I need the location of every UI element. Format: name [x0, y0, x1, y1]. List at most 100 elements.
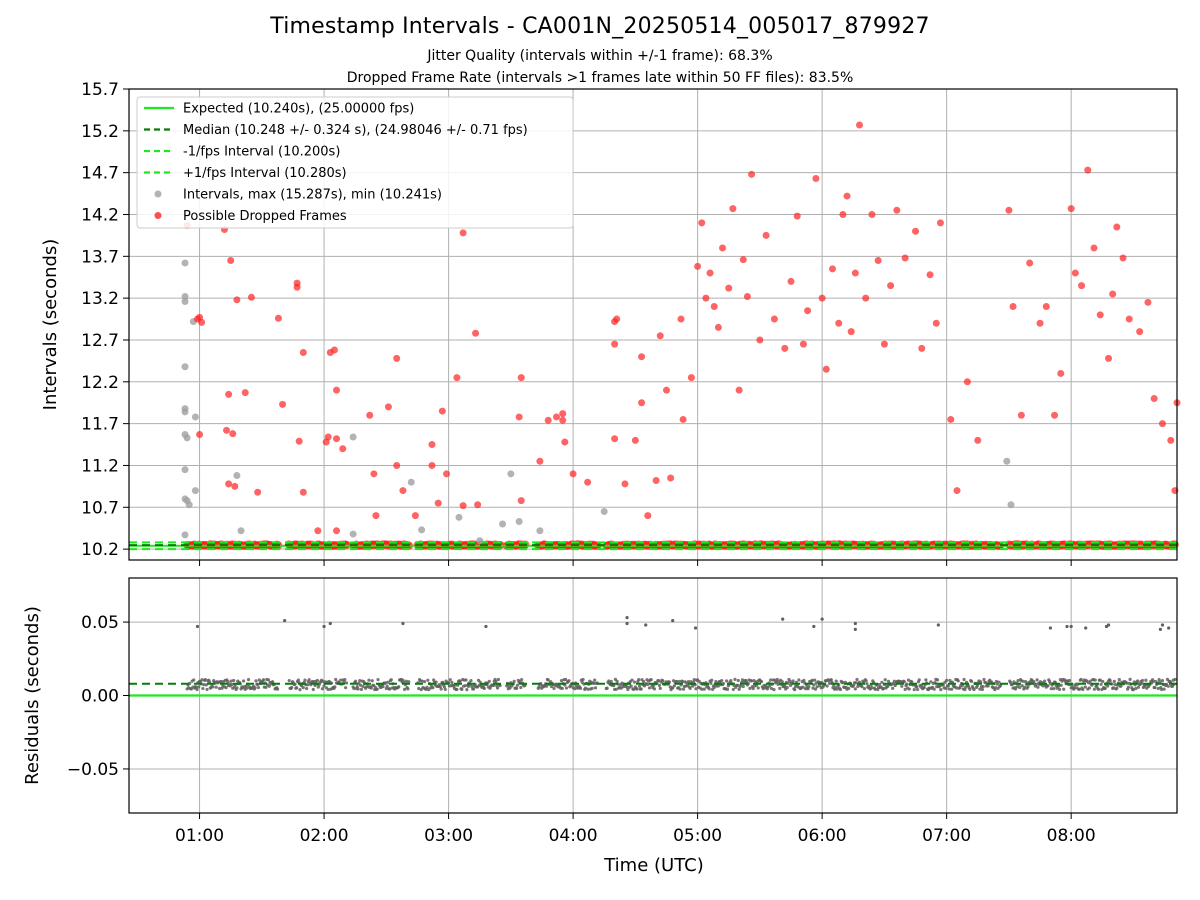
residual-band-point: [1115, 686, 1119, 690]
residual-band-point: [460, 687, 464, 692]
y-axis-label-intervals: Intervals (seconds): [40, 239, 61, 411]
dropped-frame-point: [438, 407, 446, 415]
residual-band-point: [1160, 678, 1165, 683]
dropped-frame-point: [812, 175, 820, 183]
dropped-frame-point: [725, 284, 733, 292]
residual-band-point: [649, 678, 653, 682]
dropped-frame-point: [314, 527, 322, 535]
residual-band-point: [217, 686, 222, 691]
residual-band-point: [1140, 681, 1144, 686]
interval-point: [1003, 457, 1011, 465]
residual-band-point: [997, 680, 1001, 684]
interval-point: [349, 530, 357, 538]
residual-band-point: [675, 680, 679, 684]
residual-band-point: [339, 678, 343, 682]
residual-band-point: [1136, 685, 1141, 689]
residual-band-point: [751, 686, 755, 691]
residual-band-point: [333, 685, 337, 689]
residual-band-point: [733, 677, 737, 681]
residual-band-point: [586, 687, 590, 691]
residual-band-point: [1057, 684, 1061, 688]
residual-band-point: [344, 681, 349, 685]
residual-band-point: [614, 687, 618, 691]
residual-band-point: [607, 679, 611, 683]
residual-band-point: [661, 679, 665, 683]
residual-band-point: [1059, 683, 1063, 687]
residual-band-point: [946, 684, 950, 688]
residual-band-point: [303, 678, 307, 682]
dropped-frame-point: [254, 488, 262, 496]
residual-band-point: [912, 687, 916, 692]
residual-band-point: [1035, 678, 1039, 682]
residual-band-point: [801, 685, 805, 689]
residual-band-point: [932, 687, 936, 691]
residual-band-point: [994, 679, 999, 684]
residual-band-point: [637, 684, 642, 688]
residual-band-point: [1131, 687, 1136, 692]
dropped-frame-point: [223, 426, 231, 434]
residual-band-point: [709, 681, 713, 685]
residual-point: [1069, 624, 1073, 629]
residual-band-point: [560, 686, 564, 691]
residual-point: [693, 626, 698, 630]
residual-band-point: [359, 687, 364, 691]
residual-band-point: [945, 678, 949, 682]
residual-band-point: [1101, 679, 1105, 684]
residual-band-point: [311, 687, 315, 692]
residual-band-point: [315, 678, 320, 683]
dropped-frame-point: [443, 470, 451, 478]
dropped-frame-point: [366, 411, 374, 419]
residual-point: [1158, 627, 1162, 632]
residual-band-point: [847, 686, 851, 690]
dropped-frame-point: [1067, 205, 1075, 213]
residual-band-point: [404, 679, 408, 683]
residual-band-point: [322, 684, 326, 688]
residual-band-point: [1166, 684, 1170, 688]
residual-point: [401, 621, 405, 626]
residual-band-point: [581, 677, 585, 682]
residual-band-point: [639, 687, 643, 691]
dropped-frame-point: [428, 461, 436, 469]
residual-band-point: [929, 680, 933, 684]
residual-band-point: [358, 679, 362, 683]
residual-band-point: [854, 681, 858, 685]
residual-band-point: [355, 684, 359, 689]
dropped-frame-point: [293, 279, 301, 287]
residual-band-point: [1140, 678, 1145, 683]
residual-band-point: [855, 677, 859, 682]
residual-band-point: [1134, 686, 1138, 691]
residual-band-point: [344, 686, 348, 690]
residual-point: [644, 623, 648, 627]
dropped-frame-point: [839, 210, 847, 218]
residual-band-point: [725, 687, 730, 691]
intervals-panel: 10.2 10.7 11.2 11.7 12.2 12.7 13.2 13.7 14.2 14.7…: [40, 80, 1181, 566]
residual-band-point: [729, 679, 733, 683]
residual-band-point: [788, 683, 793, 687]
residual-band-point: [326, 687, 330, 692]
dropped-frame-point: [324, 433, 332, 441]
interval-point: [181, 363, 189, 371]
residual-band-point: [1088, 679, 1092, 683]
residual-point: [328, 621, 332, 626]
interval-point: [1007, 501, 1015, 509]
dropped-frame-point: [1009, 303, 1017, 311]
residual-band-point: [564, 677, 568, 682]
residual-band-point: [688, 686, 692, 690]
y-tick-label: 10.2: [81, 540, 119, 560]
interval-point: [407, 478, 415, 486]
residual-point: [1106, 623, 1111, 627]
residual-band-point: [271, 680, 275, 684]
residual-band-point: [986, 684, 990, 688]
residual-band-point: [630, 678, 634, 682]
residual-band-point: [769, 678, 773, 682]
dropped-frame-point: [631, 436, 639, 444]
x-axis-label: Time (UTC): [603, 855, 704, 876]
dropped-frame-point: [706, 269, 714, 277]
dropped-frame-point: [536, 457, 544, 465]
residual-band-point: [515, 686, 519, 691]
residual-band-point: [939, 687, 943, 692]
residual-band-point: [241, 679, 246, 683]
dropped-frame-point: [333, 527, 341, 535]
dropped-frame-point: [893, 206, 901, 214]
residual-point: [1167, 626, 1171, 630]
